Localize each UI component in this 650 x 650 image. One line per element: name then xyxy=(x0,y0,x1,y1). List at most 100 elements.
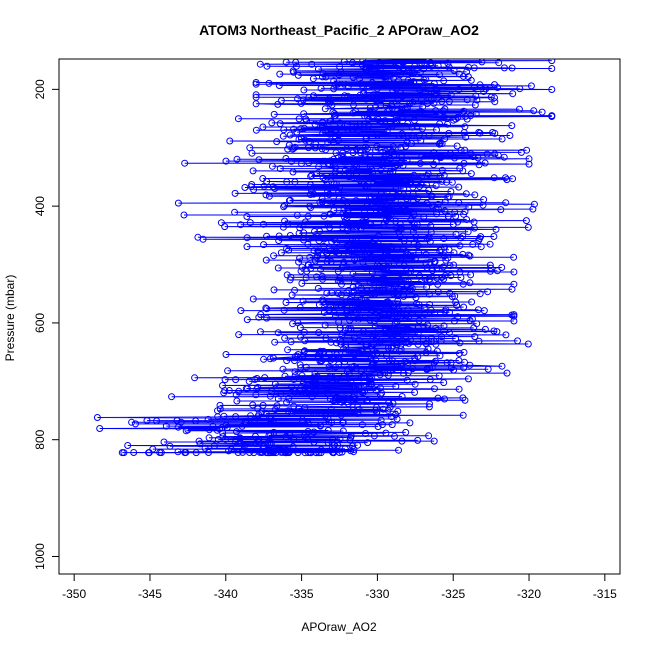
data-point xyxy=(323,289,331,297)
data-point xyxy=(252,126,260,134)
data-point xyxy=(261,374,269,382)
data-point xyxy=(426,278,434,286)
data-point xyxy=(453,142,461,150)
data-point xyxy=(248,149,256,157)
data-point xyxy=(245,377,253,385)
data-point xyxy=(344,226,352,234)
data-point xyxy=(270,419,278,427)
data-point xyxy=(456,339,464,347)
data-point xyxy=(494,84,501,91)
data-point xyxy=(323,250,331,257)
data-point xyxy=(455,86,463,94)
data-point xyxy=(259,123,267,131)
data-point xyxy=(281,372,289,380)
data-point xyxy=(237,221,245,229)
data-point xyxy=(262,191,270,199)
data-point xyxy=(404,251,412,258)
data-point xyxy=(386,331,394,338)
data-point xyxy=(286,232,294,239)
data-point xyxy=(242,385,250,393)
data-point xyxy=(466,252,474,260)
data-point xyxy=(343,145,351,153)
data-point xyxy=(279,365,287,373)
x-tick-label: -350 xyxy=(62,587,86,601)
data-point xyxy=(415,301,423,309)
data-point xyxy=(457,234,465,242)
data-point xyxy=(425,290,433,298)
data-point xyxy=(284,407,292,415)
data-point xyxy=(508,122,516,130)
data-point xyxy=(234,115,242,123)
data-point xyxy=(222,436,229,443)
data-point xyxy=(327,173,335,181)
data-point xyxy=(300,432,308,440)
data-point xyxy=(479,201,487,209)
data-point xyxy=(328,238,336,246)
data-point xyxy=(438,333,445,341)
data-point xyxy=(363,202,371,210)
data-point xyxy=(461,396,469,404)
data-point xyxy=(235,331,243,339)
y-tick-label: 1000 xyxy=(33,543,47,570)
data-point xyxy=(438,274,446,281)
data-point xyxy=(472,92,480,100)
data-point xyxy=(493,328,501,336)
data-point xyxy=(359,255,367,263)
data-point xyxy=(490,174,498,182)
data-point xyxy=(377,337,384,345)
data-point xyxy=(354,315,362,323)
data-point xyxy=(308,171,316,179)
data-point xyxy=(282,449,290,457)
data-point xyxy=(319,174,327,182)
data-point xyxy=(359,59,367,65)
data-point xyxy=(316,227,324,235)
data-point xyxy=(368,173,375,181)
data-point xyxy=(522,217,530,225)
data-point xyxy=(376,308,384,316)
data-point xyxy=(422,349,430,357)
data-point xyxy=(370,364,378,372)
data-point xyxy=(334,289,342,297)
data-point xyxy=(356,146,364,154)
data-point xyxy=(366,162,374,170)
data-point xyxy=(435,140,443,148)
data-point xyxy=(238,422,246,430)
data-point xyxy=(414,242,422,250)
data-point xyxy=(266,392,274,400)
data-point xyxy=(343,368,351,376)
data-point xyxy=(302,434,310,442)
data-point xyxy=(480,88,488,95)
data-point xyxy=(416,69,424,77)
data-point xyxy=(422,259,430,267)
data-point xyxy=(409,365,417,373)
data-point xyxy=(177,418,185,426)
data-point xyxy=(260,182,268,190)
data-point xyxy=(345,205,353,213)
data-point xyxy=(312,449,320,457)
data-point xyxy=(374,423,382,431)
data-point xyxy=(266,355,274,363)
data-point xyxy=(358,218,366,226)
data-point xyxy=(166,442,174,450)
data-point xyxy=(423,152,431,160)
data-point xyxy=(467,76,475,84)
data-point xyxy=(300,86,308,94)
data-point xyxy=(273,138,281,146)
data-point xyxy=(339,209,347,217)
data-point xyxy=(406,419,414,427)
data-point xyxy=(391,432,398,440)
data-point xyxy=(333,239,341,247)
x-tick-label: -325 xyxy=(441,587,465,601)
data-point xyxy=(182,427,190,435)
data-point xyxy=(491,129,499,137)
data-point xyxy=(508,64,516,72)
data-point xyxy=(417,180,425,188)
data-point xyxy=(475,128,483,136)
data-point xyxy=(418,152,426,160)
data-point xyxy=(149,445,157,453)
data-point xyxy=(274,395,282,403)
data-point xyxy=(373,408,381,416)
data-point xyxy=(344,400,352,408)
data-point xyxy=(157,449,165,457)
data-point xyxy=(321,247,329,255)
